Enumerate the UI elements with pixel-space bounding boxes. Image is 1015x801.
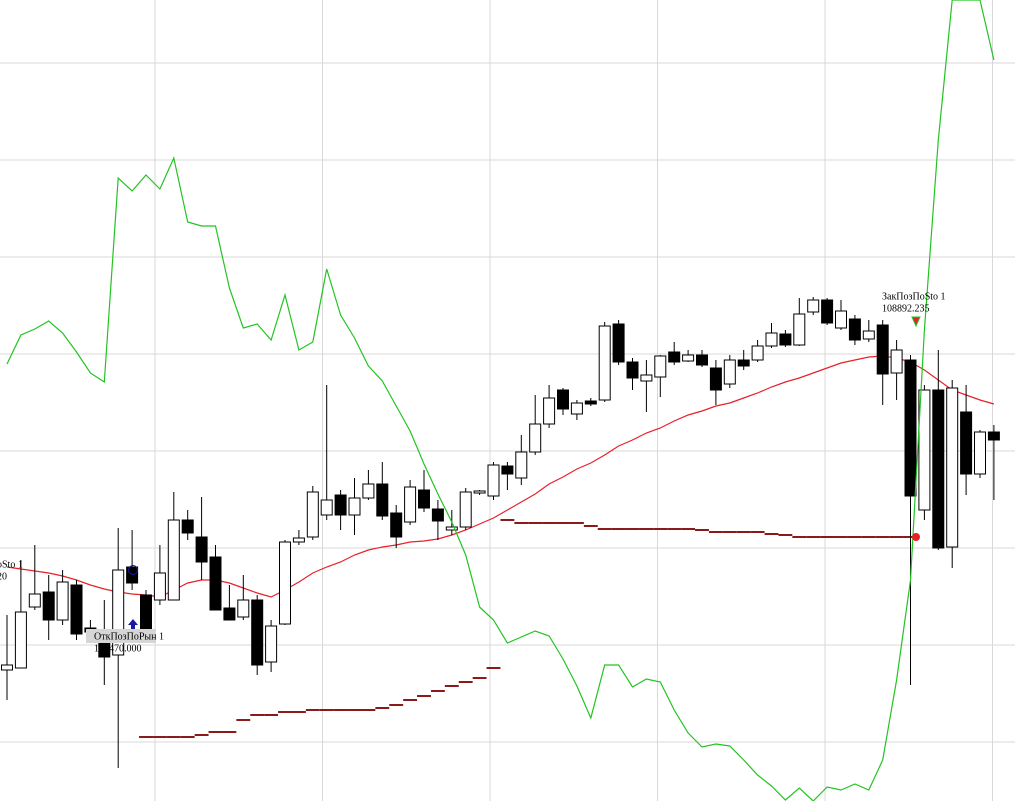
candle-body	[890, 349, 903, 374]
candle-body	[195, 536, 208, 563]
candle-body	[153, 572, 166, 601]
candle-body	[793, 313, 806, 346]
candle-body	[598, 325, 611, 401]
candle-body	[696, 354, 708, 366]
candle-body	[251, 599, 264, 666]
label-bg	[86, 629, 156, 643]
candle-body	[987, 431, 1000, 441]
candle-body	[14, 611, 27, 669]
candle-body	[946, 387, 959, 548]
candle-body	[56, 581, 69, 621]
candle-body	[265, 625, 278, 663]
stop-marker	[912, 533, 920, 541]
candle-body	[918, 389, 931, 511]
candle-body	[431, 508, 444, 522]
candle-body	[279, 541, 291, 625]
candle-body	[126, 566, 139, 584]
candle-body	[821, 299, 834, 324]
candle-body	[654, 355, 667, 378]
candle-body	[960, 411, 973, 475]
candle-body	[362, 483, 375, 499]
candle-body	[487, 464, 500, 497]
candle-body	[515, 451, 528, 479]
candle-body	[876, 324, 889, 375]
candle-body	[306, 491, 319, 538]
candle-body	[932, 389, 945, 549]
candle-body	[418, 489, 430, 509]
annotation-label: ОткПозПоРын 1	[94, 631, 164, 642]
candle-body	[974, 431, 986, 475]
candle-body	[835, 310, 847, 329]
annotation-label: оSto 1	[0, 559, 23, 570]
candle-body	[237, 599, 250, 618]
candle-body	[334, 494, 347, 516]
candle-body	[390, 512, 403, 538]
candle-body	[640, 374, 653, 382]
candle-body	[473, 490, 486, 494]
candle-body	[181, 519, 194, 534]
candle-body	[709, 367, 722, 391]
candle-body	[626, 361, 639, 379]
annotation-label: ЗакПозПоSto 1	[882, 291, 946, 302]
candle-body	[737, 359, 750, 367]
candle-body	[543, 397, 556, 425]
candle-body	[612, 323, 625, 363]
candle-body	[209, 556, 222, 611]
candle-body	[292, 537, 305, 543]
candle-body	[167, 519, 180, 601]
candle-body	[459, 491, 472, 528]
candle-body	[348, 497, 361, 516]
candle-body	[682, 354, 695, 362]
annotation-price: 108892.235	[882, 303, 930, 314]
candle-body	[1, 664, 13, 671]
candle-body	[584, 400, 597, 405]
entry-marker	[128, 565, 138, 575]
candle-body	[807, 299, 820, 313]
candle-body	[140, 594, 152, 631]
candle-body	[501, 465, 514, 475]
candle-body	[723, 359, 736, 385]
candle-body	[445, 526, 458, 531]
annotation-price: 108470.000	[94, 643, 142, 654]
candle-body	[529, 423, 542, 453]
candle-body	[70, 584, 83, 635]
candle-body	[779, 333, 792, 346]
entry-arrow	[128, 619, 138, 629]
candle-body	[904, 359, 917, 497]
candle-body	[570, 402, 583, 415]
candle-body	[223, 607, 236, 621]
exit-marker	[911, 316, 921, 328]
candle-body	[112, 569, 125, 656]
candle-body	[404, 486, 417, 523]
candle-body	[751, 345, 764, 361]
annotation-price: 20	[0, 571, 7, 582]
candle-body	[28, 593, 41, 608]
candle-body	[862, 330, 875, 340]
candle-body	[376, 483, 389, 517]
candle-body	[557, 389, 569, 410]
indicator-line	[6, 0, 995, 801]
candle-body	[320, 499, 333, 516]
candle-body	[848, 318, 861, 341]
candle-body	[668, 351, 681, 363]
candle-body	[765, 332, 778, 347]
candle-body	[42, 591, 55, 621]
